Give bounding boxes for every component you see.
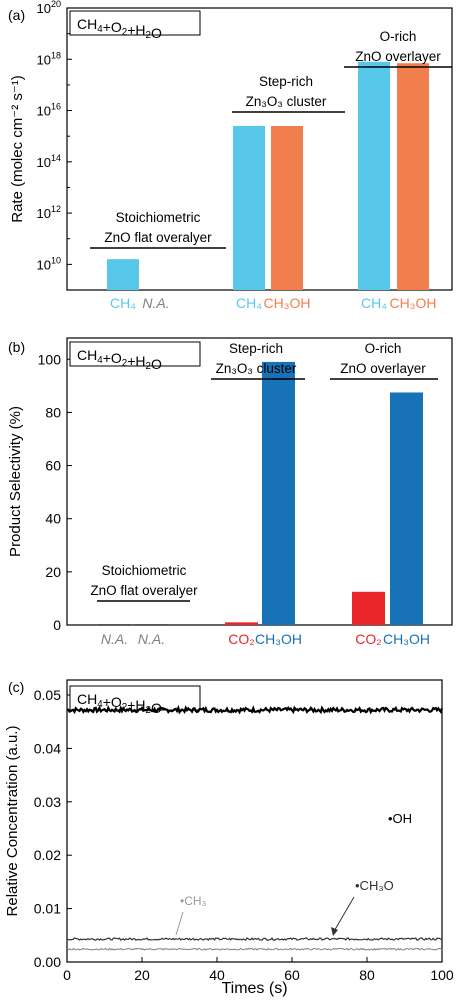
x-tick-label-c: 100	[430, 967, 454, 983]
y-tick-label-c: 0.01	[34, 901, 61, 917]
panel-b-frame	[66, 337, 453, 626]
y-tick-label-c: 0.02	[34, 847, 61, 863]
bar-b-co2	[225, 622, 258, 625]
y-tick-label-c: 0.05	[34, 687, 61, 703]
series-line-c	[66, 704, 444, 715]
x-tick-label-b: N.A.	[138, 631, 165, 647]
arrowhead-ch3o	[331, 927, 338, 936]
group-label-a: ZnO flat overalyer	[104, 230, 212, 245]
x-tick-label-b: CH₃OH	[383, 631, 430, 647]
group-label-b: O-rich	[365, 341, 402, 356]
group-label-a: Zn₃O₃ cluster	[246, 94, 327, 109]
x-tick-label-c: 40	[209, 967, 225, 983]
y-tick-label-a: 1018	[37, 50, 61, 67]
x-tick-label-b: N.A.	[101, 631, 128, 647]
y-tick-label-a: 1010	[37, 255, 61, 272]
y-tick-label-a: 1020	[37, 0, 61, 16]
series-label-oh: •OH	[388, 811, 412, 826]
y-tick-label-b: 40	[45, 511, 61, 527]
group-label-a: O-rich	[380, 29, 417, 44]
x-tick-label-b: CO₂	[355, 631, 381, 647]
condition-box-a	[69, 10, 201, 36]
arrow-ch3	[175, 911, 184, 936]
x-tick-label-c: 80	[359, 967, 375, 983]
x-tick-label-c: 60	[284, 967, 300, 983]
y-tick-label-b: 100	[38, 351, 62, 367]
y-tick-label-b: 80	[45, 404, 61, 420]
panel-b-letter: (b)	[8, 339, 25, 355]
y-tick-label-b: 0	[53, 617, 61, 633]
x-tick-label-b: CO₂	[228, 631, 254, 647]
y-axis-label-b: Product Selectivity (%)	[7, 406, 24, 557]
group-label-a: ZnO overlayer	[355, 49, 441, 64]
x-tick-label-b: CH₃OH	[255, 631, 302, 647]
condition-box-b	[69, 341, 201, 367]
bar-a-ch3oh	[271, 125, 303, 291]
arrow-ch3o	[332, 896, 355, 934]
bar-b-co2	[352, 591, 385, 625]
group-label-b: Step-rich	[229, 341, 283, 356]
series-label-ch3: •CH₃	[180, 894, 207, 908]
group-label-b: Stoichiometric	[102, 563, 187, 578]
x-tick-label-a: CH₄	[110, 295, 136, 311]
bar-a-ch4	[358, 61, 390, 291]
y-tick-label-c: 0.03	[34, 794, 61, 810]
y-tick-label-c: 0.04	[34, 740, 61, 756]
x-tick-label-a: CH₃OH	[390, 295, 437, 311]
y-axis-label-a: Rate (molec cm⁻² s⁻¹)	[9, 75, 26, 223]
panel-c-letter: (c)	[8, 679, 24, 695]
x-tick-label-a: N.A.	[142, 295, 169, 311]
group-label-a: Stoichiometric	[116, 210, 201, 225]
bar-a-ch4	[233, 125, 265, 291]
bar-a-ch3oh	[397, 63, 429, 290]
bar-b-ch3oh	[390, 392, 423, 625]
group-label-b: ZnO flat overalyer	[90, 583, 198, 598]
group-label-b: ZnO overlayer	[340, 361, 426, 376]
series-line-c	[66, 936, 443, 942]
x-tick-label-c: 0	[63, 967, 71, 983]
x-axis-label-c: Times (s)	[221, 980, 287, 997]
panel-c-frame	[66, 679, 443, 963]
bar-a-ch4	[107, 259, 139, 290]
y-tick-label-c: 0.00	[34, 954, 61, 970]
x-tick-label-a: CH₃OH	[264, 295, 311, 311]
group-label-a: Step-rich	[259, 74, 313, 89]
y-tick-label-b: 20	[45, 564, 61, 580]
x-tick-label-a: CH₄	[236, 295, 262, 311]
y-axis-label-c: Relative Concentration (a.u.)	[4, 726, 21, 917]
series-label-ch3o: •CH₃O	[355, 878, 394, 893]
bar-b-ch3oh	[262, 361, 295, 625]
series-line-c	[66, 947, 443, 951]
panel-a-letter: (a)	[8, 7, 25, 23]
y-tick-label-a: 1016	[37, 102, 61, 119]
condition-label-a: CH4+O2+H2O	[77, 16, 162, 41]
group-label-b: Zn₃O₃ cluster	[216, 361, 297, 376]
y-tick-label-b: 60	[45, 458, 61, 474]
y-tick-label-a: 1014	[37, 153, 61, 170]
condition-label-b: CH4+O2+H2O	[77, 347, 162, 372]
x-tick-label-c: 20	[134, 967, 150, 983]
y-tick-label-a: 1012	[37, 204, 61, 221]
x-tick-label-a: CH₄	[361, 295, 387, 311]
